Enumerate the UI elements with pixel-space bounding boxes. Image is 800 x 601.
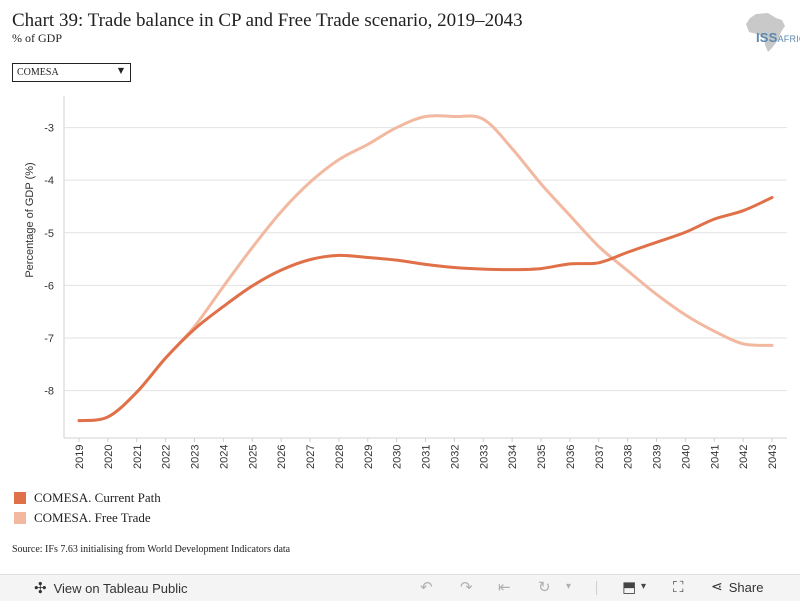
- tableau-toolbar: ✣ View on Tableau Public ↶ ↷ ⇤ ↻ ▾ ⬒ ▾ ⛶…: [0, 574, 800, 601]
- x-tick-label: 2025: [247, 445, 259, 469]
- legend-item-free-trade[interactable]: COMESA. Free Trade: [14, 508, 161, 528]
- undo-icon[interactable]: ↶: [420, 578, 433, 596]
- x-tick-label: 2033: [478, 445, 490, 469]
- legend-swatch-current-path: [14, 492, 26, 504]
- x-tick-label: 2037: [594, 445, 606, 469]
- y-tick-labels: -3 -4 -5 -6 -7 -8: [44, 123, 54, 398]
- x-tick-label: 2031: [421, 445, 433, 469]
- line-chart: -3 -4 -5 -6 -7 -8 2019 2020 2021 2022 2023 2024 202…: [24, 96, 787, 469]
- download-dropdown-icon[interactable]: ▾: [641, 581, 647, 592]
- x-tick-label: 2038: [623, 445, 635, 469]
- revert-icon[interactable]: ⇤: [498, 578, 511, 596]
- y-tick-label: -7: [44, 333, 54, 345]
- x-tick-label: 2041: [709, 445, 721, 469]
- x-tick-label: 2027: [305, 445, 317, 469]
- share-label: Share: [728, 579, 764, 595]
- legend-swatch-free-trade: [14, 512, 26, 524]
- y-tick-label: -5: [44, 228, 54, 240]
- x-tick-label: 2042: [738, 445, 750, 469]
- toolbar-divider: [596, 581, 597, 595]
- x-tick-label: 2036: [565, 445, 577, 469]
- y-tick-label: -6: [44, 280, 54, 292]
- chart-subtitle: % of GDP: [12, 31, 62, 45]
- grid-lines: [63, 96, 787, 439]
- fullscreen-icon[interactable]: ⛶: [673, 578, 684, 596]
- x-tick-label: 2019: [74, 445, 86, 469]
- share-icon: ⋖: [711, 579, 723, 595]
- legend-item-current-path[interactable]: COMESA. Current Path: [14, 488, 161, 508]
- x-tick-label: 2039: [652, 445, 664, 469]
- x-tick-labels: 2019 2020 2021 2022 2023 2024 2025 2026 2027 2028…: [74, 438, 779, 469]
- chart-legend: COMESA. Current Path COMESA. Free Trade: [14, 488, 161, 528]
- region-filter-dropdown[interactable]: COMESA ▼: [12, 63, 131, 82]
- y-tick-label: -4: [44, 175, 54, 187]
- x-tick-label: 2026: [276, 445, 288, 469]
- iss-africa-logo: [746, 13, 785, 52]
- x-tick-label: 2032: [449, 445, 461, 469]
- x-tick-label: 2020: [103, 445, 115, 469]
- x-tick-label: 2043: [767, 445, 779, 469]
- share-button[interactable]: ⋖ Share: [711, 579, 763, 595]
- y-tick-label: -8: [44, 386, 54, 398]
- x-tick-label: 2034: [507, 445, 519, 469]
- chart-title: Chart 39: Trade balance in CP and Free T…: [12, 10, 523, 31]
- legend-label: COMESA. Free Trade: [34, 510, 151, 525]
- view-on-tableau-label: View on Tableau Public: [53, 580, 188, 596]
- series-lines: [77, 114, 774, 423]
- source-note: Source: IFs 7.63 initialising from World…: [12, 544, 291, 555]
- x-tick-label: 2029: [363, 445, 375, 469]
- x-tick-label: 2023: [190, 445, 202, 469]
- download-icon[interactable]: ⬒: [622, 578, 637, 596]
- x-tick-label: 2024: [218, 445, 230, 469]
- x-tick-label: 2035: [536, 445, 548, 469]
- series-line-free-trade[interactable]: [77, 114, 774, 423]
- refresh-icon[interactable]: ↻: [538, 578, 551, 596]
- x-tick-label: 2028: [334, 445, 346, 469]
- redo-icon[interactable]: ↷: [460, 578, 473, 596]
- refresh-dropdown-icon[interactable]: ▾: [566, 581, 572, 592]
- logo-text: ISSAFRICA: [756, 30, 800, 45]
- legend-label: COMESA. Current Path: [34, 490, 161, 505]
- tableau-logo-icon: ✣: [34, 579, 47, 597]
- view-on-tableau-link[interactable]: ✣ View on Tableau Public: [34, 579, 188, 597]
- x-tick-label: 2022: [161, 445, 173, 469]
- x-tick-label: 2030: [392, 445, 404, 469]
- y-tick-label: -3: [44, 123, 54, 135]
- series-line-current-path[interactable]: [77, 196, 774, 423]
- dropdown-value: COMESA: [17, 67, 59, 78]
- y-axis-label: Percentage of GDP (%): [24, 162, 36, 277]
- x-tick-label: 2021: [132, 445, 144, 469]
- chevron-down-icon: ▼: [117, 66, 124, 75]
- x-tick-label: 2040: [680, 445, 692, 469]
